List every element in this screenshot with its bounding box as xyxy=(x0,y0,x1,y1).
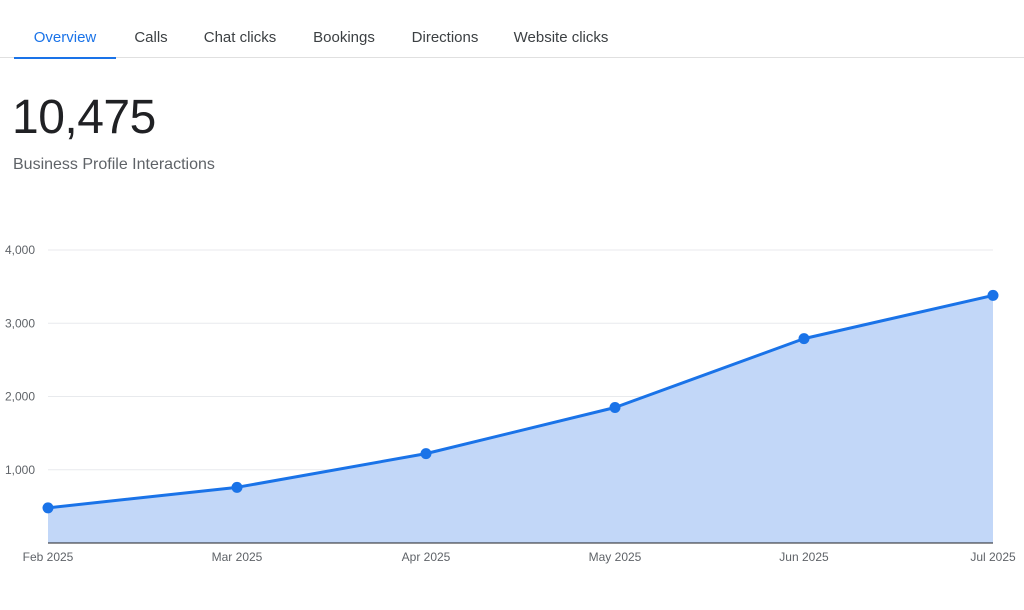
metric-value: 10,475 xyxy=(12,91,156,144)
x-tick-label: Jul 2025 xyxy=(970,550,1016,564)
tab-bookings[interactable]: Bookings xyxy=(304,0,384,58)
series-line xyxy=(46,293,995,510)
y-tick-label: 3,000 xyxy=(5,316,35,330)
series-area xyxy=(48,295,993,543)
area-layer xyxy=(48,295,993,543)
tab-website-clicks[interactable]: Website clicks xyxy=(506,0,616,58)
data-point[interactable] xyxy=(420,448,432,460)
x-tick-label: May 2025 xyxy=(589,550,642,564)
points-layer xyxy=(42,289,999,514)
data-point[interactable] xyxy=(42,502,54,514)
line-layer xyxy=(46,293,995,510)
y-tick-label: 2,000 xyxy=(5,390,35,404)
x-tick-label: Jun 2025 xyxy=(779,550,829,564)
tab-chat-clicks[interactable]: Chat clicks xyxy=(196,0,284,58)
tab-website-clicks-label: Website clicks xyxy=(513,29,609,46)
tab-bar: Overview Calls Chat clicks Bookings Dire… xyxy=(0,0,1024,59)
tab-directions[interactable]: Directions xyxy=(402,0,488,58)
x-tick-labels: Feb 2025 Mar 2025 Apr 2025 May 2025 Jun 2025… xyxy=(23,550,1016,564)
tab-bookings-label: Bookings xyxy=(313,29,375,46)
tab-overview[interactable]: Overview xyxy=(14,0,116,59)
y-tick-labels: 1,000 2,000 3,000 4,000 xyxy=(5,243,35,477)
tab-chat-clicks-label: Chat clicks xyxy=(203,29,277,46)
tab-directions-label: Directions xyxy=(411,29,479,46)
y-tick-label: 4,000 xyxy=(5,243,35,257)
data-point[interactable] xyxy=(798,333,810,345)
tab-calls[interactable]: Calls xyxy=(126,0,176,58)
x-tick-label: Apr 2025 xyxy=(402,550,451,564)
y-tick-label: 1,000 xyxy=(5,463,35,477)
data-point[interactable] xyxy=(609,401,621,413)
x-tick-label: Mar 2025 xyxy=(212,550,263,564)
tab-calls-label: Calls xyxy=(134,29,168,46)
metric-label: Business Profile Interactions xyxy=(13,156,215,173)
data-point[interactable] xyxy=(231,481,243,493)
tab-overview-label: Overview xyxy=(33,29,97,46)
data-point[interactable] xyxy=(987,289,999,301)
x-tick-label: Feb 2025 xyxy=(23,550,74,564)
